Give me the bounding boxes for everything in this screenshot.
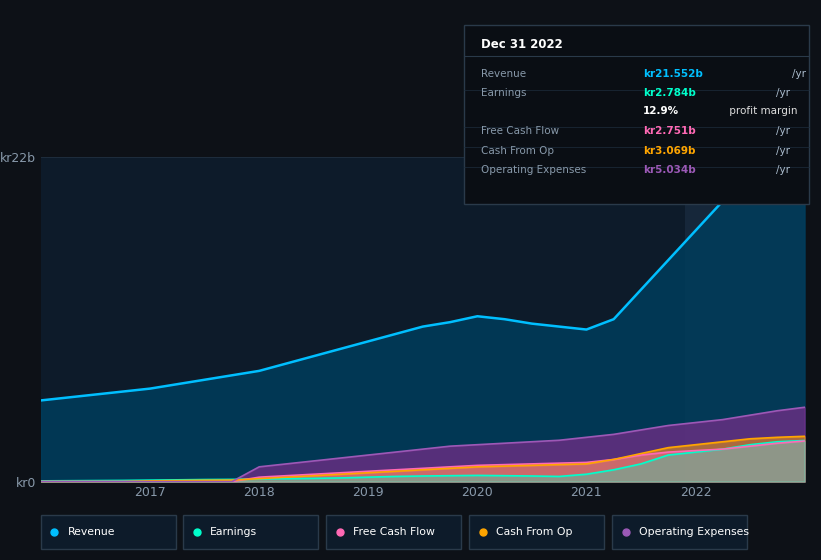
- FancyBboxPatch shape: [464, 25, 809, 204]
- Text: Revenue: Revenue: [481, 68, 526, 78]
- Text: kr5.034b: kr5.034b: [643, 165, 696, 175]
- Text: kr3.069b: kr3.069b: [643, 146, 695, 156]
- Text: /yr: /yr: [792, 68, 806, 78]
- FancyBboxPatch shape: [326, 515, 461, 549]
- Text: /yr: /yr: [776, 88, 790, 99]
- FancyBboxPatch shape: [612, 515, 747, 549]
- Text: /yr: /yr: [776, 165, 790, 175]
- Text: Operating Expenses: Operating Expenses: [481, 165, 586, 175]
- Text: Dec 31 2022: Dec 31 2022: [481, 38, 563, 51]
- Text: kr2.751b: kr2.751b: [643, 126, 696, 136]
- Text: Free Cash Flow: Free Cash Flow: [481, 126, 559, 136]
- Text: Earnings: Earnings: [210, 527, 258, 537]
- Text: Earnings: Earnings: [481, 88, 526, 99]
- Text: Cash From Op: Cash From Op: [496, 527, 572, 537]
- Text: Operating Expenses: Operating Expenses: [639, 527, 749, 537]
- Text: kr2.784b: kr2.784b: [643, 88, 696, 99]
- FancyBboxPatch shape: [183, 515, 319, 549]
- Text: kr21.552b: kr21.552b: [643, 68, 703, 78]
- Text: Revenue: Revenue: [67, 527, 115, 537]
- Text: /yr: /yr: [776, 126, 790, 136]
- FancyBboxPatch shape: [469, 515, 604, 549]
- Text: 12.9%: 12.9%: [643, 106, 679, 116]
- Text: profit margin: profit margin: [726, 106, 797, 116]
- Text: Free Cash Flow: Free Cash Flow: [353, 527, 435, 537]
- Bar: [685, 157, 810, 482]
- Text: /yr: /yr: [776, 146, 790, 156]
- Text: Cash From Op: Cash From Op: [481, 146, 554, 156]
- FancyBboxPatch shape: [40, 515, 176, 549]
